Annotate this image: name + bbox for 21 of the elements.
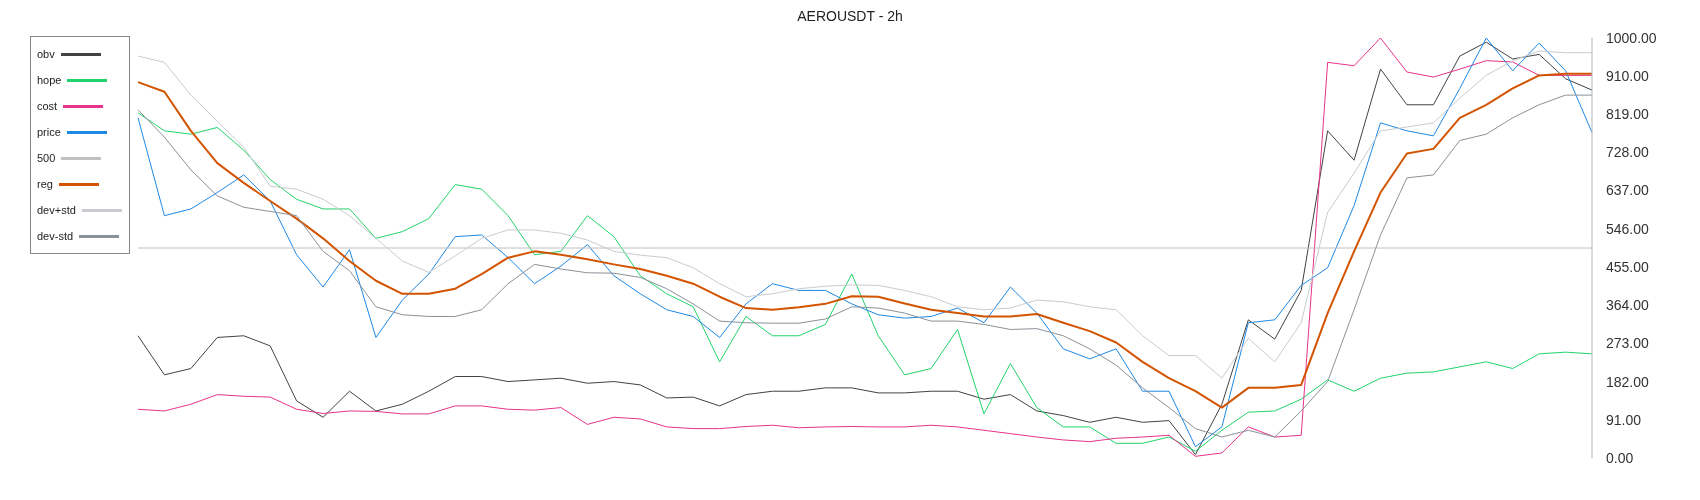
y-tick-label: 819.00 [1606,105,1650,122]
y-tick-label: 182.00 [1606,373,1650,390]
y-tick-label: 91.00 [1606,411,1642,428]
legend-label: price [37,126,61,138]
y-tick-label: 546.00 [1606,220,1650,237]
legend-label: 500 [37,152,56,164]
legend-label: cost [37,100,58,112]
y-tick-label: 637.00 [1606,182,1650,199]
legend-label: dev+std [37,204,76,216]
y-tick-label: 364.00 [1606,297,1650,314]
y-tick-label: 0.00 [1606,449,1634,466]
legend-label: dev-std [37,230,74,242]
legend-label: hope [37,74,62,86]
y-tick-label: 728.00 [1606,144,1650,161]
y-tick-label: 910.00 [1606,67,1650,84]
y-tick-label: 273.00 [1606,335,1650,352]
y-tick-label: 1000.00 [1606,29,1657,46]
legend-label: obv [37,48,55,60]
y-tick-label: 455.00 [1606,258,1650,275]
chart-title: AEROUSDT - 2h [796,8,904,26]
legend-label: reg [37,178,53,190]
